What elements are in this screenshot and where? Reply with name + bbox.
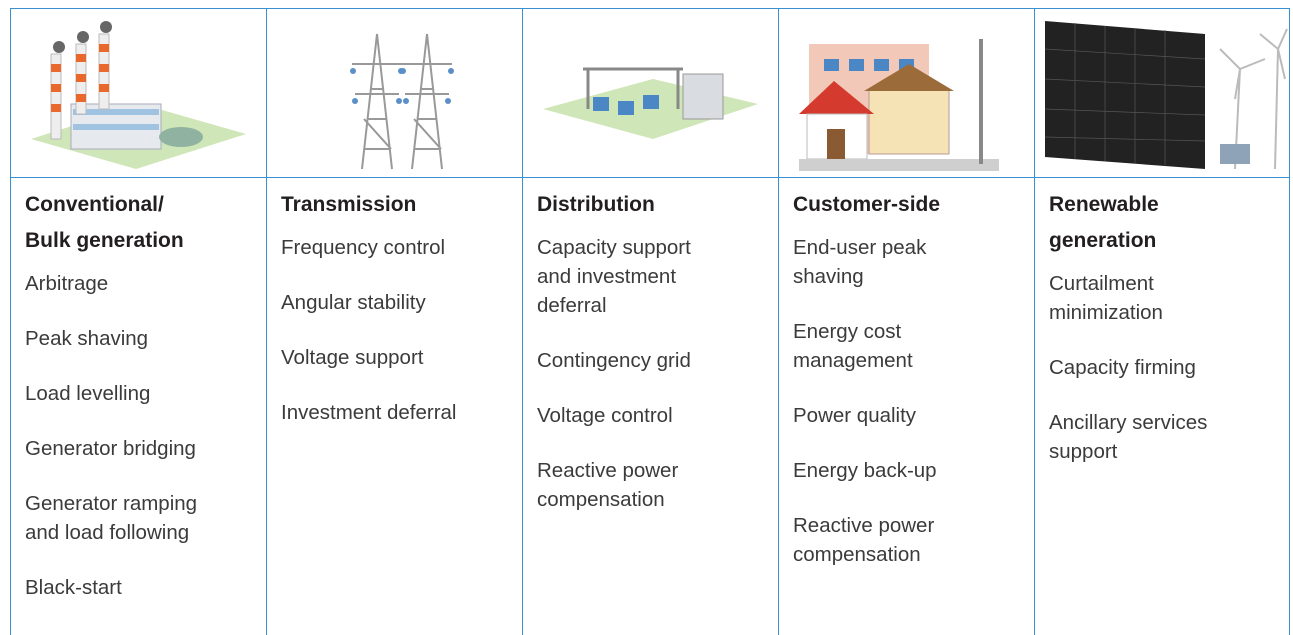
item-line: Investment deferral (281, 401, 457, 424)
image-cell (11, 8, 266, 178)
list-item: Frequency control (281, 233, 516, 262)
list-item: Voltage support (281, 343, 516, 372)
list-item: Capacity firming (1049, 353, 1283, 382)
column: Transmission Frequency control Angular sta… (266, 8, 522, 635)
column-title: Transmission (281, 187, 516, 223)
item-list: Curtailment minimization Capacity firming A… (1049, 269, 1283, 466)
list-item: Energy cost management (793, 317, 1028, 375)
list-item: Curtailment minimization (1049, 269, 1283, 327)
title-line: Renewable (1049, 193, 1159, 216)
item-line: Contingency grid (537, 349, 691, 372)
item-line: Arbitrage (25, 272, 109, 295)
column-title: Renewable generation (1049, 187, 1283, 259)
item-line: and load following (25, 521, 190, 544)
image-cell (779, 8, 1034, 178)
list-item: Contingency grid (537, 346, 772, 375)
text-cell: Distribution Capacity support and investme… (537, 187, 772, 540)
list-item: Angular stability (281, 288, 516, 317)
item-line: Frequency control (281, 236, 446, 259)
list-item: Power quality (793, 401, 1028, 430)
column: Distribution Capacity support and investme… (522, 8, 778, 635)
image-cell (267, 8, 522, 178)
list-item: End-user peak shaving (793, 233, 1028, 291)
item-line: compensation (537, 488, 665, 511)
item-line: Reactive power (793, 514, 935, 537)
list-item: Load levelling (25, 379, 260, 408)
item-line: management (793, 349, 913, 372)
item-list: Frequency control Angular stability Voltag… (281, 233, 516, 427)
item-line: Curtailment (1049, 272, 1154, 295)
list-item: Energy back-up (793, 456, 1028, 485)
list-item: Reactive power compensation (537, 456, 772, 514)
renewable-icon (1044, 21, 1288, 170)
list-item: Investment deferral (281, 398, 516, 427)
text-cell: Transmission Frequency control Angular sta… (281, 187, 516, 453)
text-cell: Conventional/Bulk generation Arbitrage Pea… (25, 187, 260, 628)
item-line: Capacity firming (1049, 356, 1196, 379)
item-line: Peak shaving (25, 327, 149, 350)
title-line: generation (1049, 229, 1157, 252)
list-item: Generator bridging (25, 434, 260, 463)
title-line: Transmission (281, 193, 417, 216)
item-line: support (1049, 440, 1118, 463)
item-line: Power quality (793, 404, 917, 427)
item-line: Voltage control (537, 404, 673, 427)
item-list: Arbitrage Peak shaving Load levelling Gener… (25, 269, 260, 602)
item-line: End-user peak (793, 236, 927, 259)
list-item: Capacity support and investment deferral (537, 233, 772, 320)
transmission-icon (350, 33, 454, 170)
item-line: compensation (793, 543, 921, 566)
column-title: Conventional/Bulk generation (25, 187, 260, 259)
item-line: Energy cost (793, 320, 902, 343)
list-item: Reactive power compensation (793, 511, 1028, 569)
column: Renewable generation Curtailment minimizati… (1034, 8, 1290, 635)
power-plant-icon (31, 21, 246, 169)
image-cell (1035, 8, 1289, 178)
item-line: Capacity support (537, 236, 691, 259)
distribution-icon (543, 67, 758, 139)
item-line: Ancillary services (1049, 411, 1208, 434)
list-item: Generator ramping and load following (25, 489, 260, 547)
list-item: Black-start (25, 573, 260, 602)
item-line: Voltage support (281, 346, 424, 369)
title-line: Distribution (537, 193, 655, 216)
item-line: minimization (1049, 301, 1163, 324)
title-line: Conventional/ (25, 193, 164, 216)
item-line: deferral (537, 294, 607, 317)
column-title: Distribution (537, 187, 772, 223)
item-line: Energy back-up (793, 459, 937, 482)
column: Conventional/Bulk generation Arbitrage Pea… (10, 8, 266, 635)
item-line: Angular stability (281, 291, 426, 314)
list-item: Peak shaving (25, 324, 260, 353)
customer-icon (799, 39, 999, 171)
item-list: Capacity support and investment deferral Co… (537, 233, 772, 514)
item-line: Reactive power (537, 459, 679, 482)
item-line: Load levelling (25, 382, 151, 405)
item-line: Generator bridging (25, 437, 196, 460)
text-cell: Customer-side End-user peak shaving Energy … (793, 187, 1028, 595)
list-item: Arbitrage (25, 269, 260, 298)
item-line: shaving (793, 265, 864, 288)
list-item: Voltage control (537, 401, 772, 430)
image-cell (523, 8, 778, 178)
item-line: Black-start (25, 576, 122, 599)
item-line: Generator ramping (25, 492, 198, 515)
list-item: Ancillary services support (1049, 408, 1283, 466)
text-cell: Renewable generation Curtailment minimizati… (1049, 187, 1283, 492)
item-line: and investment (537, 265, 677, 288)
column-title: Customer-side (793, 187, 1028, 223)
item-list: End-user peak shaving Energy cost managemen… (793, 233, 1028, 569)
title-line: Bulk generation (25, 229, 184, 252)
title-line: Customer-side (793, 193, 941, 216)
table: Conventional/Bulk generation Arbitrage Pea… (10, 8, 1290, 635)
column: Customer-side End-user peak shaving Energy … (778, 8, 1034, 635)
